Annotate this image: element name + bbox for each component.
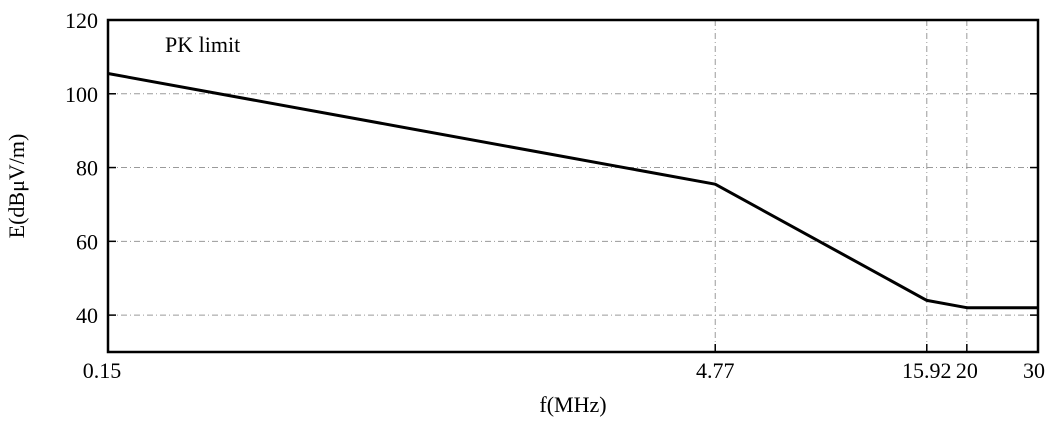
y-tick-label: 60 (76, 229, 98, 254)
x-tick-label: 30 (1023, 358, 1045, 383)
y-axis-label: E(dBμV/m) (4, 134, 29, 239)
tick-labels: 40 60 80 100 120 0.15 4.77 15.92 20 30 (65, 8, 1045, 383)
pk-limit-annotation: PK limit (165, 32, 240, 57)
plot-frame (106, 18, 1040, 354)
x-axis-label: f(MHz) (539, 392, 606, 417)
x-tick-label: 15.92 (902, 358, 952, 383)
pk-limit-line (107, 72, 1038, 310)
y-tick-label: 100 (65, 82, 98, 107)
x-tick-label: 0.15 (83, 358, 122, 383)
x-tick-label: 20 (956, 358, 978, 383)
y-tick-label: 120 (65, 8, 98, 33)
y-tick-label: 40 (76, 303, 98, 328)
grid (108, 20, 1038, 352)
x-tick-label: 4.77 (696, 358, 735, 383)
axis-ticks (107, 19, 1039, 352)
y-tick-label: 80 (76, 156, 98, 181)
series-layer (107, 72, 1038, 310)
